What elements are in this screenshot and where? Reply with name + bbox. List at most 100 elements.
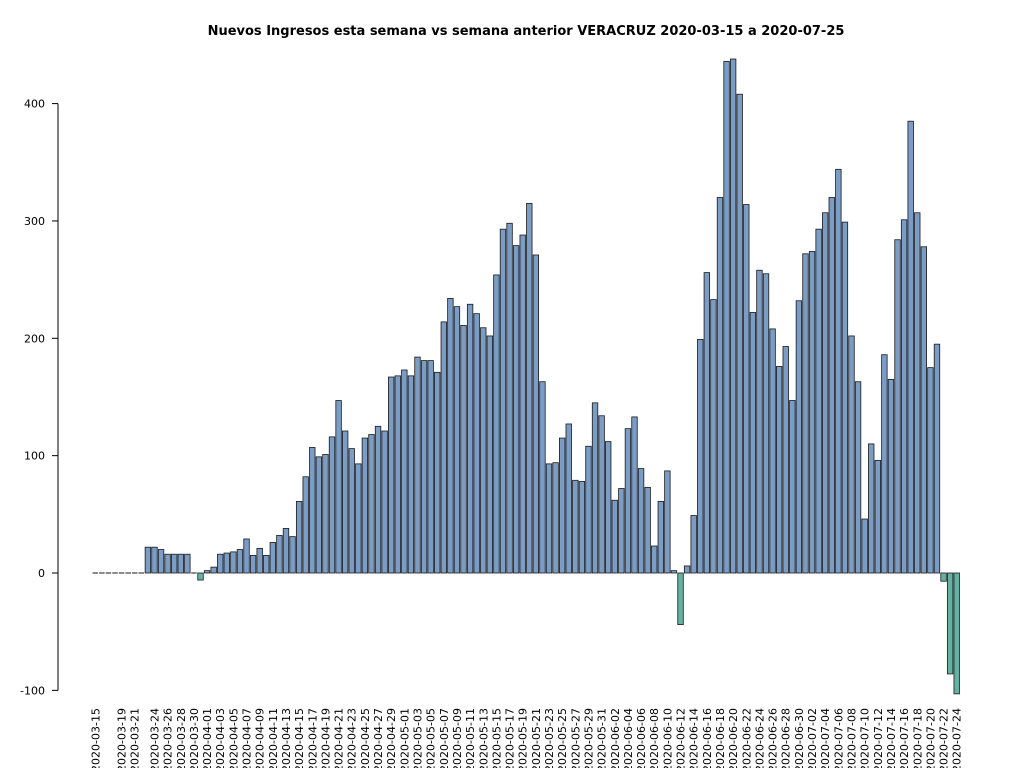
- bar: [243, 538, 250, 574]
- bar: [736, 93, 743, 574]
- x-tick-label: 2020-07-06: [832, 708, 845, 768]
- bar: [545, 463, 553, 574]
- x-tick-label: 2020-05-13: [477, 708, 490, 768]
- bar: [341, 430, 349, 574]
- x-tick-label: 2020-04-25: [359, 708, 372, 768]
- x-tick-label: 2020-07-04: [819, 708, 832, 768]
- x-tick-label: 2020-05-03: [412, 708, 425, 768]
- bar: [276, 535, 283, 574]
- x-tick-label: 2020-06-26: [767, 708, 780, 768]
- x-tick-label: 2020-03-26: [162, 708, 175, 768]
- bar: [394, 375, 401, 574]
- bar: [697, 339, 704, 574]
- bar: [348, 448, 355, 574]
- x-tick-label: 2020-06-14: [688, 708, 701, 768]
- x-tick-label: 2020-05-09: [451, 708, 464, 768]
- x-tick-label: 2020-06-28: [780, 708, 793, 768]
- y-tick-label: 200: [24, 332, 45, 345]
- bar: [841, 221, 849, 574]
- bar: [881, 354, 888, 574]
- bar: [407, 375, 415, 574]
- bar: [309, 447, 316, 574]
- bar: [927, 367, 934, 574]
- x-tick-label: 2020-04-01: [201, 708, 214, 768]
- x-tick-label: 2020-06-12: [675, 708, 688, 768]
- bar: [177, 553, 184, 574]
- x-tick-label: 2020-04-29: [385, 708, 398, 768]
- x-tick-label: 2020-07-10: [859, 708, 872, 768]
- bar: [473, 313, 480, 574]
- x-tick-label: 2020-07-18: [911, 708, 924, 768]
- x-tick-label: 2020-03-28: [175, 708, 188, 768]
- bar: [466, 303, 474, 574]
- bar: [907, 120, 914, 574]
- bar: [729, 58, 737, 574]
- y-tick-label: 400: [24, 98, 45, 111]
- x-tick-label: 2020-05-25: [556, 708, 569, 768]
- x-tick-label: 2020-04-15: [293, 708, 306, 768]
- x-tick-label: 2020-06-20: [727, 708, 740, 768]
- x-tick-label: 2020-04-07: [241, 708, 254, 768]
- bar: [690, 515, 697, 574]
- x-tick-label: 2020-04-27: [372, 708, 385, 768]
- x-tick-label: 2020-05-27: [569, 708, 582, 768]
- bar: [644, 486, 651, 574]
- bar: [743, 204, 750, 574]
- bar: [572, 479, 579, 574]
- x-tick-label: 2020-05-15: [490, 708, 503, 768]
- chart-title: Nuevos Ingresos esta semana vs semana an…: [208, 24, 845, 39]
- x-tick-label: 2020-05-21: [530, 708, 543, 768]
- bar: [401, 369, 408, 574]
- x-tick-label: 2020-05-17: [504, 708, 517, 768]
- bar: [723, 60, 730, 574]
- bar: [559, 437, 566, 574]
- bar: [499, 228, 507, 574]
- bar: [506, 222, 513, 574]
- bar: [355, 463, 362, 574]
- x-tick-label: 2020-05-19: [517, 708, 530, 768]
- x-tick-label: 2020-06-18: [714, 708, 727, 768]
- x-tick-label: 2020-03-15: [89, 708, 102, 768]
- x-tick-label: 2020-05-01: [398, 708, 411, 768]
- bar: [710, 299, 717, 574]
- bar: [946, 572, 954, 675]
- x-tick-label: 2020-05-29: [582, 708, 595, 768]
- bar: [230, 551, 237, 574]
- bar: [552, 462, 559, 574]
- x-tick-label: 2020-03-24: [148, 708, 161, 768]
- x-tick-label: 2020-06-10: [661, 708, 674, 768]
- bar: [815, 228, 822, 574]
- x-tick-label: 2020-07-02: [806, 708, 819, 768]
- x-tick-label: 2020-07-12: [872, 708, 885, 768]
- bar: [670, 570, 678, 574]
- bar: [716, 197, 724, 574]
- bar: [776, 366, 783, 574]
- bar: [605, 441, 612, 574]
- x-tick-label: 2020-07-20: [924, 708, 937, 768]
- bar: [624, 428, 632, 574]
- bar: [854, 381, 862, 574]
- x-tick-label: 2020-06-22: [740, 708, 753, 768]
- x-tick-label: 2020-04-05: [227, 708, 240, 768]
- bar: [512, 245, 520, 574]
- bar: [822, 212, 829, 574]
- bar: [828, 197, 835, 574]
- bar: [388, 376, 395, 574]
- bar: [598, 415, 605, 574]
- bar: [532, 254, 540, 574]
- x-tick-label: 2020-04-03: [214, 708, 227, 768]
- bar: [683, 565, 691, 574]
- x-axis-labels: 2020-03-15 2020-03-19 2020-03-21 2020-03-24…: [89, 708, 963, 768]
- x-tick-label: 2020-07-14: [885, 708, 898, 768]
- bar: [151, 546, 158, 574]
- bar: [144, 546, 152, 574]
- bar: [953, 572, 960, 695]
- x-tick-label: 2020-07-08: [846, 708, 859, 768]
- bar: [184, 553, 191, 574]
- bar: [519, 234, 526, 574]
- y-tick-label: 300: [24, 215, 45, 228]
- bar: [769, 328, 776, 574]
- bar: [762, 273, 770, 574]
- bar: [315, 456, 323, 574]
- x-tick-label: 2020-06-30: [793, 708, 806, 768]
